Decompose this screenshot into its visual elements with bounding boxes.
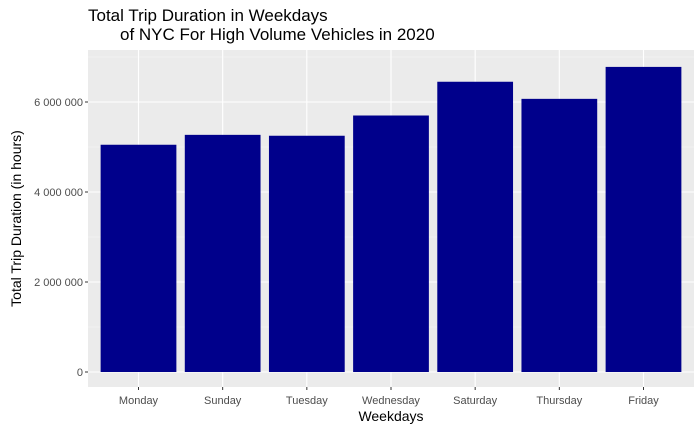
x-tick-label: Friday <box>628 395 659 407</box>
y-axis-title: Total Trip Duration (in hours) <box>8 130 24 307</box>
x-tick-label: Wednesday <box>362 395 420 407</box>
x-tick-label: Saturday <box>453 395 498 407</box>
y-axis: 0 2 000 000 4 000 000 6 000 000 <box>34 97 88 379</box>
chart-title-line-1: Total Trip Duration in Weekdays <box>88 6 328 25</box>
y-tick-label: 6 000 000 <box>34 97 83 109</box>
x-tick-label: Thursday <box>536 395 582 407</box>
y-tick-label: 0 <box>77 367 83 379</box>
x-tick-label: Tuesday <box>286 395 328 407</box>
x-tick-label: Sunday <box>204 395 242 407</box>
y-tick-label: 2 000 000 <box>34 277 83 289</box>
bar-sunday <box>184 134 261 372</box>
chart-title-line-2: of NYC For High Volume Vehicles in 2020 <box>120 25 435 44</box>
bar-wednesday <box>353 115 429 372</box>
bar-tuesday <box>268 135 345 372</box>
x-axis: Monday Sunday Tuesday Wednesday Saturday Thur… <box>119 387 659 407</box>
bar-saturday <box>437 81 514 372</box>
x-axis-title: Weekdays <box>358 408 423 424</box>
bar-thursday <box>521 98 598 372</box>
y-tick-label: 4 000 000 <box>34 187 83 199</box>
bar-monday <box>100 144 177 372</box>
bar-friday <box>605 66 682 373</box>
x-tick-label: Monday <box>119 395 159 407</box>
bars-group <box>100 66 682 373</box>
